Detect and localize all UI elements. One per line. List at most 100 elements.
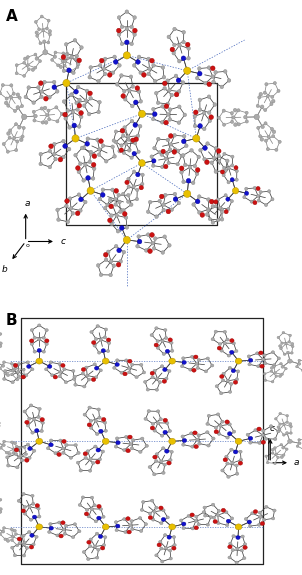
Circle shape bbox=[96, 325, 99, 328]
Circle shape bbox=[30, 328, 34, 332]
Circle shape bbox=[245, 120, 249, 123]
Circle shape bbox=[153, 237, 157, 240]
Circle shape bbox=[133, 16, 137, 20]
Circle shape bbox=[133, 28, 137, 33]
Circle shape bbox=[281, 366, 284, 368]
Circle shape bbox=[194, 355, 198, 359]
Circle shape bbox=[275, 375, 278, 377]
Circle shape bbox=[101, 546, 105, 550]
Circle shape bbox=[106, 350, 110, 352]
Circle shape bbox=[235, 350, 238, 352]
Circle shape bbox=[256, 186, 260, 190]
Circle shape bbox=[146, 388, 149, 391]
Circle shape bbox=[198, 108, 202, 112]
Circle shape bbox=[289, 423, 292, 426]
Circle shape bbox=[53, 152, 56, 156]
Circle shape bbox=[204, 81, 207, 85]
Circle shape bbox=[151, 242, 155, 245]
Circle shape bbox=[190, 513, 194, 517]
Circle shape bbox=[48, 150, 52, 153]
Circle shape bbox=[118, 200, 121, 204]
Circle shape bbox=[92, 461, 95, 465]
Circle shape bbox=[222, 174, 225, 177]
Circle shape bbox=[86, 450, 89, 453]
Circle shape bbox=[174, 92, 179, 97]
Circle shape bbox=[210, 364, 214, 367]
Circle shape bbox=[138, 124, 142, 128]
Circle shape bbox=[181, 56, 186, 60]
Circle shape bbox=[165, 377, 168, 380]
Circle shape bbox=[93, 363, 96, 366]
Circle shape bbox=[12, 368, 16, 371]
Circle shape bbox=[0, 447, 2, 449]
Circle shape bbox=[112, 264, 116, 267]
Circle shape bbox=[80, 146, 84, 150]
Circle shape bbox=[82, 179, 85, 182]
Circle shape bbox=[116, 524, 120, 528]
Circle shape bbox=[102, 438, 109, 444]
Circle shape bbox=[167, 461, 171, 465]
Circle shape bbox=[209, 516, 213, 519]
Circle shape bbox=[122, 212, 127, 216]
Circle shape bbox=[265, 505, 268, 508]
Circle shape bbox=[122, 250, 126, 254]
Circle shape bbox=[289, 334, 291, 336]
Circle shape bbox=[139, 99, 143, 103]
Circle shape bbox=[261, 434, 265, 437]
Circle shape bbox=[87, 112, 91, 116]
Circle shape bbox=[163, 418, 168, 422]
Circle shape bbox=[279, 412, 281, 415]
Circle shape bbox=[81, 496, 85, 499]
Circle shape bbox=[63, 64, 66, 67]
Circle shape bbox=[111, 188, 114, 191]
Circle shape bbox=[139, 185, 143, 190]
Circle shape bbox=[65, 443, 68, 447]
Circle shape bbox=[61, 363, 65, 367]
Circle shape bbox=[240, 549, 244, 552]
Circle shape bbox=[191, 445, 194, 448]
Circle shape bbox=[196, 438, 199, 441]
Circle shape bbox=[141, 182, 144, 186]
Circle shape bbox=[127, 193, 130, 197]
Circle shape bbox=[24, 374, 28, 377]
Circle shape bbox=[163, 463, 166, 466]
Circle shape bbox=[96, 138, 99, 141]
Circle shape bbox=[217, 149, 221, 154]
Circle shape bbox=[156, 137, 160, 141]
Circle shape bbox=[161, 339, 164, 343]
Circle shape bbox=[88, 406, 91, 409]
Circle shape bbox=[120, 74, 123, 77]
Circle shape bbox=[23, 61, 26, 64]
Circle shape bbox=[184, 67, 191, 74]
Circle shape bbox=[53, 375, 57, 379]
Circle shape bbox=[212, 437, 215, 440]
Circle shape bbox=[247, 520, 252, 524]
Circle shape bbox=[271, 351, 275, 354]
Circle shape bbox=[123, 126, 127, 129]
Text: A: A bbox=[6, 9, 18, 24]
Circle shape bbox=[211, 221, 215, 224]
Circle shape bbox=[153, 429, 156, 432]
Circle shape bbox=[152, 247, 156, 250]
Circle shape bbox=[150, 371, 154, 375]
Circle shape bbox=[226, 462, 229, 465]
Circle shape bbox=[270, 370, 273, 373]
Circle shape bbox=[43, 81, 46, 84]
Circle shape bbox=[173, 197, 178, 201]
Circle shape bbox=[82, 104, 86, 108]
Circle shape bbox=[47, 118, 51, 121]
Circle shape bbox=[280, 362, 282, 365]
Circle shape bbox=[219, 424, 222, 427]
Circle shape bbox=[273, 82, 276, 85]
Circle shape bbox=[193, 114, 197, 118]
Circle shape bbox=[195, 362, 198, 365]
Circle shape bbox=[86, 175, 90, 181]
Circle shape bbox=[161, 251, 165, 254]
Circle shape bbox=[13, 442, 17, 444]
Circle shape bbox=[207, 209, 210, 212]
Circle shape bbox=[103, 252, 108, 257]
Circle shape bbox=[56, 120, 59, 123]
Circle shape bbox=[98, 101, 101, 104]
Circle shape bbox=[139, 71, 143, 75]
Circle shape bbox=[154, 91, 158, 95]
